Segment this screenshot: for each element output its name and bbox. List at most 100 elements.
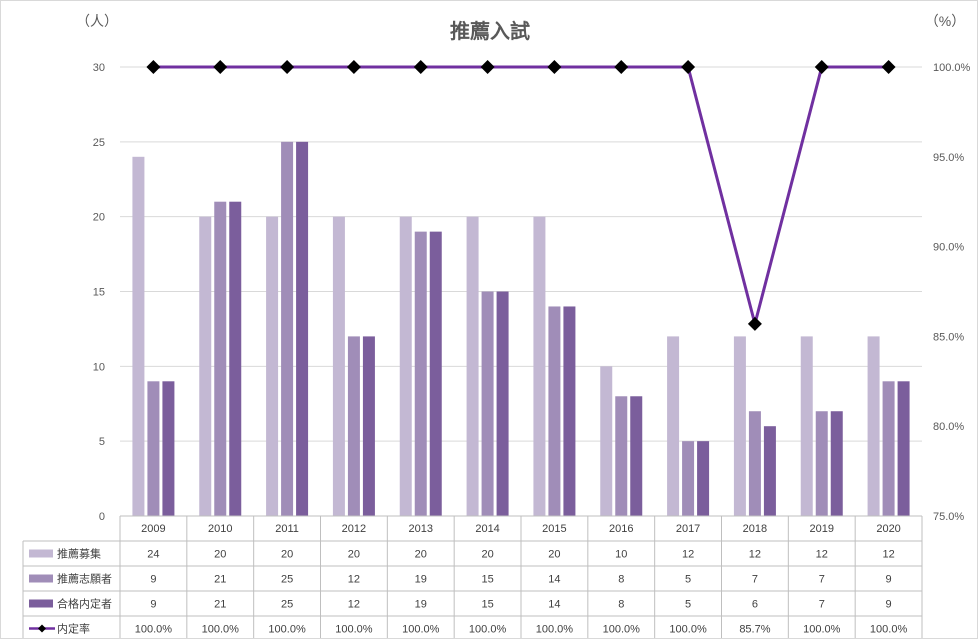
legend-key-推薦志願者 — [29, 574, 53, 583]
left-tick-label: 20 — [93, 212, 105, 224]
data-label-合格内定者-2019: 7 — [819, 599, 825, 611]
marker-内定率-2015 — [547, 60, 562, 74]
data-label-合格内定者-2009: 9 — [150, 599, 156, 611]
bar-推薦募集-2012 — [332, 216, 345, 516]
category-label-2018: 2018 — [743, 523, 767, 535]
data-label-推薦志願者-2011: 25 — [281, 574, 293, 586]
data-label-内定率-2011: 100.0% — [268, 624, 306, 636]
legend-label-推薦志願者: 推薦志願者 — [57, 572, 112, 586]
category-label-2019: 2019 — [810, 523, 834, 535]
data-label-推薦志願者-2020: 9 — [886, 574, 892, 586]
data-label-合格内定者-2011: 25 — [281, 599, 293, 611]
data-label-合格内定者-2016: 8 — [618, 599, 624, 611]
bar-合格内定者-2010 — [229, 201, 242, 516]
category-label-2010: 2010 — [208, 523, 232, 535]
data-label-推薦志願者-2013: 19 — [415, 574, 427, 586]
marker-内定率-2013 — [413, 60, 428, 74]
legend-key-推薦募集 — [29, 549, 53, 558]
data-label-推薦募集-2011: 20 — [281, 549, 293, 561]
data-label-推薦志願者-2012: 12 — [348, 574, 360, 586]
data-label-内定率-2018: 85.7% — [739, 624, 770, 636]
data-label-推薦募集-2018: 12 — [749, 549, 761, 561]
data-label-推薦募集-2015: 20 — [548, 549, 560, 561]
legend-marker-内定率 — [38, 624, 46, 633]
data-label-推薦募集-2009: 24 — [147, 549, 159, 561]
category-label-2013: 2013 — [409, 523, 433, 535]
data-label-内定率-2019: 100.0% — [803, 624, 841, 636]
data-label-推薦募集-2014: 20 — [481, 549, 493, 561]
bar-推薦志願者-2014 — [481, 291, 494, 516]
right-tick-label: 80.0% — [933, 421, 964, 433]
data-label-推薦志願者-2019: 7 — [819, 574, 825, 586]
bar-推薦志願者-2012 — [347, 336, 360, 516]
marker-内定率-2017 — [681, 60, 696, 74]
bar-推薦志願者-2018 — [748, 411, 761, 516]
bar-推薦志願者-2017 — [682, 441, 695, 516]
marker-内定率-2010 — [213, 60, 228, 74]
right-axis-unit: （%） — [925, 13, 965, 29]
bar-推薦志願者-2020 — [882, 381, 895, 516]
data-label-内定率-2017: 100.0% — [669, 624, 707, 636]
data-label-推薦募集-2017: 12 — [682, 549, 694, 561]
category-label-2016: 2016 — [609, 523, 633, 535]
bar-合格内定者-2019 — [830, 411, 843, 516]
data-label-内定率-2016: 100.0% — [603, 624, 641, 636]
left-tick-label: 5 — [99, 436, 105, 448]
data-label-合格内定者-2013: 19 — [415, 599, 427, 611]
data-label-推薦志願者-2014: 15 — [481, 574, 493, 586]
left-axis-unit: （人） — [76, 13, 118, 29]
category-label-2020: 2020 — [876, 523, 900, 535]
left-tick-label: 30 — [93, 62, 105, 74]
bar-合格内定者-2012 — [362, 336, 375, 516]
marker-内定率-2014 — [480, 60, 495, 74]
data-label-内定率-2014: 100.0% — [469, 624, 507, 636]
marker-内定率-2019 — [814, 60, 829, 74]
data-label-内定率-2009: 100.0% — [135, 624, 173, 636]
data-label-内定率-2010: 100.0% — [202, 624, 240, 636]
data-label-推薦志願者-2017: 5 — [685, 574, 691, 586]
data-label-内定率-2020: 100.0% — [870, 624, 908, 636]
right-tick-label: 90.0% — [933, 242, 964, 254]
bar-推薦志願者-2011 — [281, 141, 294, 517]
left-tick-label: 25 — [93, 137, 105, 149]
bar-合格内定者-2016 — [630, 396, 643, 516]
data-label-合格内定者-2015: 14 — [548, 599, 560, 611]
data-label-推薦募集-2020: 12 — [882, 549, 894, 561]
bar-推薦募集-2016 — [600, 366, 613, 516]
legend-label-推薦募集: 推薦募集 — [57, 547, 101, 561]
data-label-推薦募集-2012: 20 — [348, 549, 360, 561]
bar-推薦志願者-2015 — [548, 306, 561, 516]
data-label-推薦志願者-2010: 21 — [214, 574, 226, 586]
bar-推薦募集-2018 — [733, 336, 746, 516]
marker-内定率-2012 — [346, 60, 361, 74]
data-label-内定率-2013: 100.0% — [402, 624, 440, 636]
data-label-合格内定者-2020: 9 — [886, 599, 892, 611]
right-tick-label: 100.0% — [933, 62, 971, 74]
data-label-合格内定者-2018: 6 — [752, 599, 758, 611]
data-label-推薦募集-2016: 10 — [615, 549, 627, 561]
bar-推薦募集-2019 — [800, 336, 813, 516]
bar-推薦募集-2009 — [132, 156, 145, 517]
category-label-2017: 2017 — [676, 523, 700, 535]
data-label-合格内定者-2010: 21 — [214, 599, 226, 611]
bar-合格内定者-2013 — [429, 231, 442, 516]
bar-合格内定者-2011 — [296, 141, 309, 517]
data-label-合格内定者-2012: 12 — [348, 599, 360, 611]
data-label-内定率-2015: 100.0% — [536, 624, 574, 636]
bar-推薦募集-2011 — [266, 216, 279, 516]
bar-合格内定者-2017 — [697, 441, 710, 516]
bar-推薦志願者-2009 — [147, 381, 160, 516]
bar-合格内定者-2018 — [763, 426, 776, 516]
data-label-推薦募集-2019: 12 — [816, 549, 828, 561]
bar-推薦志願者-2019 — [815, 411, 828, 516]
bar-推薦志願者-2013 — [414, 231, 427, 516]
legend-key-合格内定者 — [29, 599, 53, 608]
category-label-2015: 2015 — [542, 523, 566, 535]
category-label-2014: 2014 — [475, 523, 499, 535]
data-label-推薦志願者-2009: 9 — [150, 574, 156, 586]
line-内定率 — [153, 65, 889, 330]
left-tick-label: 0 — [99, 511, 105, 523]
left-tick-label: 15 — [93, 287, 105, 299]
data-label-推薦志願者-2018: 7 — [752, 574, 758, 586]
